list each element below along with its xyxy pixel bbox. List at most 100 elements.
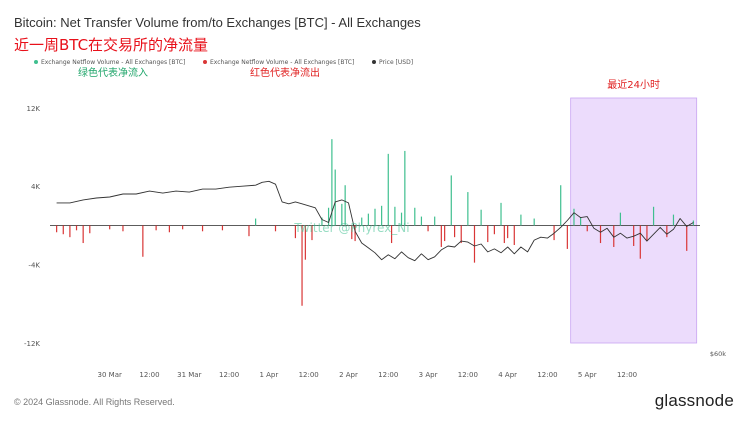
x-tick-label-2: 31 Mar [177,371,201,379]
netflow-bar-33 [387,153,389,226]
x-tick-label-12: 5 Apr [578,371,597,379]
netflow-bar-39 [420,216,423,226]
netflow-bar-35 [394,206,396,226]
legend-label-price: Price [USD] [379,58,414,66]
netflow-bar-50 [487,225,489,243]
netflow-bar-45 [453,225,456,238]
netflow-bar-56 [520,214,522,226]
x-tick-label-9: 12:00 [458,371,478,379]
netflow-bar-28 [354,225,356,242]
watermark-text: Twitter @Phyrex_Ni [293,221,409,235]
netflow-bar-22 [327,207,330,226]
legend-dot-inflow [34,60,38,64]
netflow-bar-17 [294,225,297,239]
netflow-bar-19 [304,225,306,260]
netflow-bar-10 [168,225,170,233]
legend-item-price[interactable]: Price [USD] [372,57,413,67]
netflow-bar-70 [652,206,655,226]
netflow-bar-1 [62,225,64,235]
netflow-bar-25 [341,203,343,226]
netflow-bar-68 [639,225,641,259]
netflow-bar-66 [619,212,622,226]
netflow-bar-51 [493,225,495,235]
netflow-bar-65 [613,225,615,247]
chart-title: Bitcoin: Net Transfer Volume from/to Exc… [14,15,421,30]
legend-dot-outflow [203,60,207,64]
netflow-bar-52 [500,202,502,226]
netflow-bar-49 [480,209,482,226]
netflow-bar-24 [334,169,336,226]
netflow-bar-67 [633,225,635,246]
x-tick-label-13: 12:00 [617,371,637,379]
y-tick-label-3: -12K [24,340,40,348]
chart-subtitle: 近一周BTC在交易所的净流量 [14,36,209,54]
netflow-bar-31 [374,208,376,226]
netflow-bar-61 [573,208,575,226]
netflow-bar-29 [361,217,363,226]
x-tick-label-1: 12:00 [139,371,159,379]
netflow-bar-15 [255,218,257,226]
x-tick-label-5: 12:00 [299,371,319,379]
netflow-bar-41 [434,216,436,226]
netflow-bar-8 [142,225,144,257]
x-tick-label-7: 12:00 [378,371,398,379]
price-line [56,180,694,262]
glassnode-logo: glassnode [654,391,734,410]
legend-label-outflow: Exchange Netflow Volume - All Exchanges … [210,58,355,66]
y-tick-label-2: -4K [28,262,40,270]
netflow-bar-53 [503,225,505,244]
netflow-bar-60 [566,225,568,249]
netflow-bar-5 [89,225,91,234]
inflow-note: 绿色代表净流入 [78,68,148,79]
netflow-bar-48 [473,225,476,263]
netflow-bar-64 [599,225,602,244]
netflow-bar-47 [467,192,469,226]
netflow-bar-30 [367,213,369,226]
netflow-bar-14 [248,225,250,237]
y-tick-label-1: 4K [31,183,40,191]
netflow-bar-21 [321,217,323,226]
netflow-bar-72 [672,214,675,226]
x-tick-label-0: 30 Mar [98,371,122,379]
netflow-bar-13 [221,225,224,231]
netflow-bar-26 [344,185,346,226]
netflow-bar-43 [444,225,446,242]
x-tick-label-4: 1 Apr [259,371,278,379]
netflow-bar-57 [533,218,535,226]
outflow-note: 红色代表净流出 [250,68,320,79]
netflow-bar-11 [182,225,184,230]
netflow-bar-37 [404,150,406,226]
netflow-bar-59 [560,185,562,226]
netflow-bar-6 [109,225,111,230]
netflow-bar-12 [201,225,204,232]
netflow-bar-38 [414,207,416,226]
netflow-bar-2 [69,225,71,238]
netflow-bar-34 [390,225,393,244]
legend-item-inflow[interactable]: Exchange Netflow Volume - All Exchanges … [34,57,185,67]
netflow-bar-71 [666,225,668,238]
x-tick-label-8: 3 Apr [419,371,438,379]
netflow-bar-0 [56,225,58,233]
right-axis-label: $60k [710,350,726,358]
highlight-band [570,97,698,344]
netflow-bar-73 [686,225,688,251]
y-tick-label-0: 12K [27,105,41,113]
x-tick-label-3: 12:00 [219,371,239,379]
highlight-label: 最近24小时 [607,78,660,91]
netflow-bar-3 [75,225,78,231]
x-tick-label-11: 12:00 [537,371,557,379]
netflow-bar-44 [450,175,452,226]
netflow-bar-20 [311,225,313,241]
netflow-bar-4 [82,225,84,244]
copyright-text: © 2024 Glassnode. All Rights Reserved. [14,397,175,407]
legend-dot-price [372,60,376,64]
netflow-bar-40 [427,225,429,232]
x-tick-label-10: 4 Apr [498,371,517,379]
legend-item-outflow[interactable]: Exchange Netflow Volume - All Exchanges … [203,57,354,67]
netflow-bar-18 [301,225,303,306]
netflow-bar-55 [513,225,515,245]
netflow-bar-63 [586,225,588,232]
netflow-bar-27 [351,225,353,240]
netflow-bar-46 [460,225,462,244]
